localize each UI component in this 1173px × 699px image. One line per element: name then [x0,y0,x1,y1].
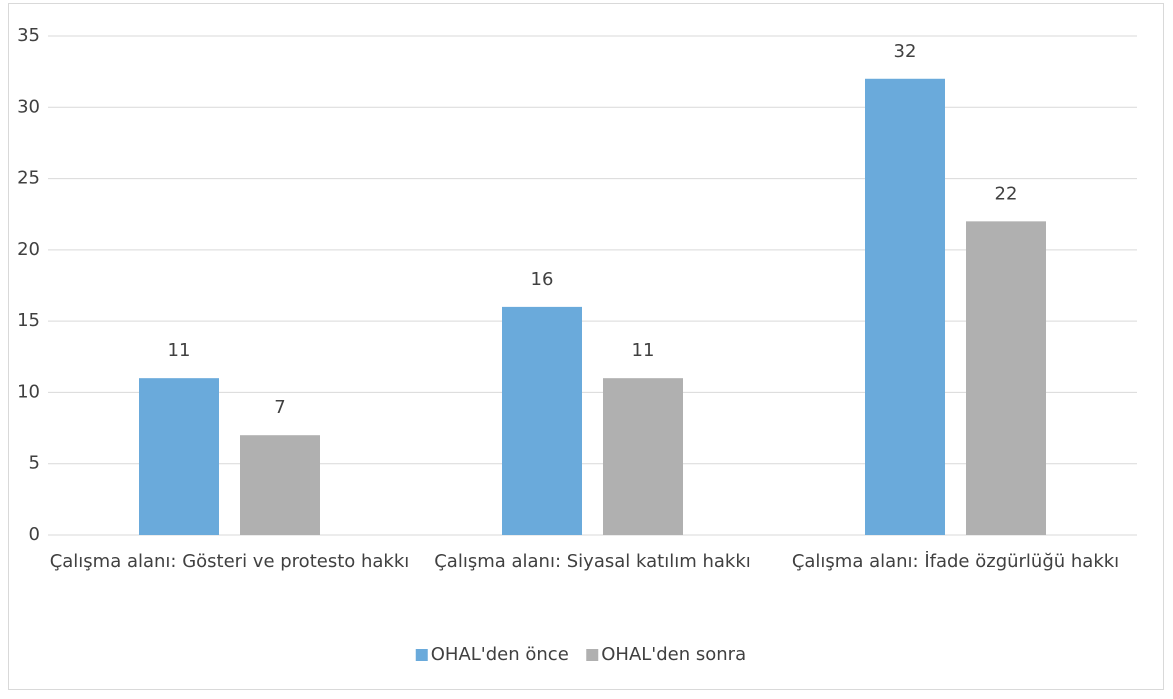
bar [865,78,945,536]
y-tick-label: 0 [29,524,40,545]
y-tick-label: 10 [17,381,40,402]
bar [502,306,582,535]
legend-label: OHAL'den sonra [601,644,746,665]
legend-label: OHAL'den önce [431,644,569,665]
x-tick-label: Çalışma alanı: Siyasal katılım hakkı [434,551,751,572]
x-tick-label-box: Çalışma alanı: Siyasal katılım hakkı [434,551,751,572]
y-tick-label: 15 [17,310,40,331]
y-tick-label: 25 [17,168,40,189]
data-label: 16 [531,269,554,290]
x-tick-label-box: Çalışma alanı: Gösteri ve protesto hakkı [49,551,410,572]
x-tick-label: Çalışma alanı: Gösteri ve protesto hakkı [49,551,410,572]
bar [966,221,1046,536]
bar [240,435,320,535]
legend-swatch [586,649,599,661]
data-label: 32 [894,41,917,62]
data-label: 11 [632,340,655,361]
x-tick-label: Çalışma alanı: İfade özgürlüğü hakkı [791,551,1120,572]
y-tick-label: 30 [17,96,40,117]
data-label: 22 [995,183,1018,204]
bar [603,378,683,535]
y-tick-label: 5 [29,453,40,474]
bar [139,378,219,535]
y-tick-label: 20 [17,239,40,260]
x-tick-label-box: Çalışma alanı: İfade özgürlüğü hakkı [791,551,1120,572]
legend-swatch [415,649,428,661]
y-tick-label: 35 [17,25,40,46]
data-label: 11 [168,340,191,361]
data-label: 7 [274,397,285,418]
